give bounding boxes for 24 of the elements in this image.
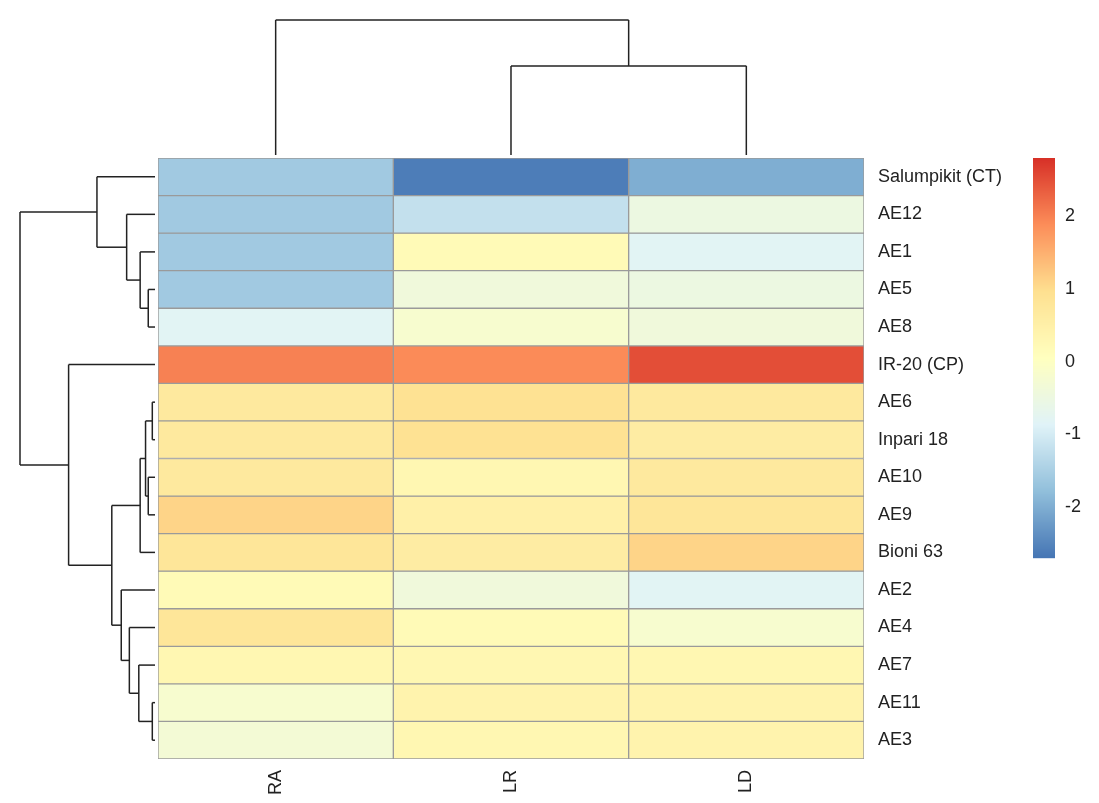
- y-tick-label: AE3: [877, 729, 913, 750]
- y-tick-label: AE11: [877, 691, 921, 712]
- color-bar-label: -2: [1065, 496, 1082, 517]
- y-tick-label: Inpari 18: [877, 428, 949, 449]
- y-tick-label: AE12: [877, 203, 923, 224]
- y-tick-label: AE8: [877, 316, 913, 336]
- y-tick-label: AE4: [877, 616, 913, 637]
- color-bar-label: 0: [1065, 350, 1076, 371]
- color-bar-label: 1: [1065, 277, 1076, 298]
- y-tick-label: AE1: [877, 240, 913, 261]
- y-tick-label: AE10: [877, 466, 923, 487]
- y-tick-label: IR-20 (CP): [877, 353, 964, 374]
- y-tick-label: AE2: [877, 578, 913, 599]
- y-tick-label: AE6: [877, 391, 913, 412]
- color-bar-label: -1: [1065, 423, 1082, 444]
- x-tick-label: RA: [264, 770, 285, 796]
- y-tick-label: AE5: [877, 278, 913, 299]
- x-tick-label: LD: [735, 770, 756, 794]
- x-tick-label: LR: [499, 770, 520, 794]
- color-bar-label: 2: [1065, 205, 1076, 226]
- y-tick-label: Bioni 63: [877, 541, 944, 562]
- y-tick-label: Salumpikit (CT): [877, 165, 1002, 186]
- y-tick-label: AE9: [877, 503, 913, 524]
- y-tick-label: AE7: [877, 654, 913, 675]
